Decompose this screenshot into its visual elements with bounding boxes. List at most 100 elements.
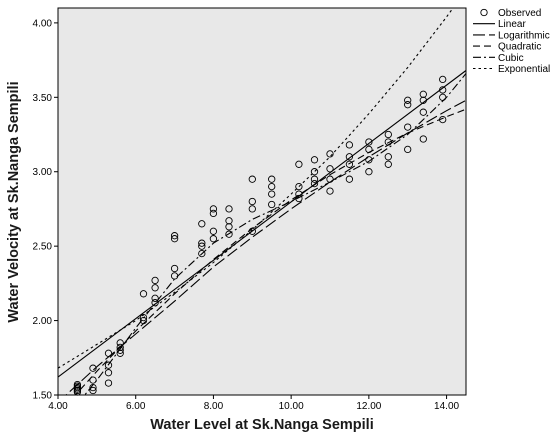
data-point: [139, 290, 148, 298]
data-point: [419, 90, 427, 98]
data-point: [139, 316, 148, 325]
x-tick-label: 12.00: [356, 401, 381, 412]
data-point: [365, 145, 373, 154]
data-point: [404, 101, 412, 109]
data-point: [116, 349, 124, 357]
data-point: [384, 153, 392, 161]
fit-line-cubic: [84, 73, 466, 395]
data-point: [73, 388, 82, 396]
data-point: [404, 123, 412, 131]
data-point: [198, 220, 206, 228]
data-point: [295, 190, 303, 198]
data-point: [268, 175, 276, 183]
data-point: [248, 197, 256, 206]
legend-label-exponential: Exponential: [498, 64, 550, 75]
data-point: [310, 168, 319, 176]
data-point: [116, 346, 124, 354]
legend-marker-observed: [480, 8, 488, 17]
legend-label-quadratic: Quadratic: [498, 42, 541, 53]
data-point: [225, 230, 233, 238]
data-point: [104, 361, 113, 369]
data-point: [404, 145, 412, 154]
fit-line-quadratic: [74, 108, 466, 395]
fit-line-logarithmic: [65, 99, 466, 395]
data-point: [268, 190, 276, 198]
fit-line-exponential: [58, 8, 454, 369]
data-point: [326, 175, 334, 183]
x-axis-title: Water Level at Sk.Nanga Sempili: [150, 417, 373, 433]
data-point: [439, 86, 447, 94]
data-point: [310, 156, 319, 164]
legend: ObservedLinearLogarithmicQuadraticCubicE…: [473, 8, 550, 75]
legend-label-logarithmic: Logarithmic: [498, 30, 550, 41]
data-point: [248, 227, 256, 235]
x-axis-ticks: 4.00 6.00 8.00 10.00 12.00 14.00: [48, 395, 460, 412]
data-point: [310, 179, 319, 188]
data-point: [209, 209, 218, 218]
data-point: [116, 343, 124, 352]
data-point: [104, 379, 113, 387]
data-point: [104, 369, 113, 377]
data-point: [345, 153, 354, 161]
y-tick-label: 4.00: [33, 18, 53, 29]
data-point: [419, 108, 427, 116]
y-tick-label: 3.50: [33, 93, 53, 104]
y-axis-ticks: 1.50 2.00 2.50 3.00 3.50 4.00: [33, 18, 58, 402]
data-point: [384, 160, 392, 168]
y-tick-label: 2.00: [33, 316, 53, 327]
data-point: [326, 150, 334, 158]
fit-lines: [58, 8, 466, 395]
fit-line-linear: [58, 70, 466, 378]
data-point: [295, 182, 303, 191]
data-point: [198, 239, 206, 247]
y-axis-title: Water Velocity at Sk.Nanga Sempili: [6, 81, 22, 322]
data-point: [404, 96, 412, 104]
x-tick-label: 8.00: [204, 401, 224, 412]
data-point: [248, 205, 256, 213]
data-point: [365, 156, 373, 164]
data-point: [345, 160, 354, 168]
data-point: [151, 294, 159, 302]
data-point: [89, 383, 97, 392]
data-point: [248, 175, 256, 183]
y-tick-label: 1.50: [33, 391, 53, 402]
data-point: [365, 138, 373, 146]
data-point: [345, 141, 354, 149]
data-point: [225, 205, 233, 213]
x-tick-label: 4.00: [48, 401, 68, 412]
data-point: [295, 160, 303, 168]
data-point: [384, 138, 392, 146]
data-point: [170, 264, 179, 273]
data-point: [151, 276, 159, 285]
data-point: [295, 194, 303, 203]
data-point: [439, 93, 447, 101]
plot-area: [57, 7, 467, 396]
legend-label-linear: Linear: [498, 19, 526, 30]
x-tick-label: 14.00: [434, 401, 459, 412]
data-point: [151, 299, 159, 307]
data-point: [198, 249, 206, 258]
data-point: [268, 200, 276, 209]
observed-points: [73, 75, 447, 396]
data-point: [89, 376, 97, 384]
x-tick-label: 6.00: [126, 401, 146, 412]
data-point: [151, 284, 159, 292]
data-point: [439, 75, 447, 84]
data-point: [326, 165, 334, 173]
data-point: [89, 386, 97, 395]
data-point: [73, 380, 82, 389]
data-point: [89, 364, 97, 372]
data-point: [209, 205, 218, 213]
data-point: [209, 227, 218, 235]
data-point: [198, 242, 206, 250]
data-point: [116, 339, 124, 347]
data-point: [419, 135, 427, 143]
y-tick-label: 2.50: [33, 242, 53, 253]
x-tick-label: 10.00: [279, 401, 304, 412]
data-point: [365, 168, 373, 176]
data-point: [310, 175, 319, 183]
data-point: [345, 175, 354, 183]
data-point: [384, 130, 392, 139]
data-point: [439, 115, 447, 124]
